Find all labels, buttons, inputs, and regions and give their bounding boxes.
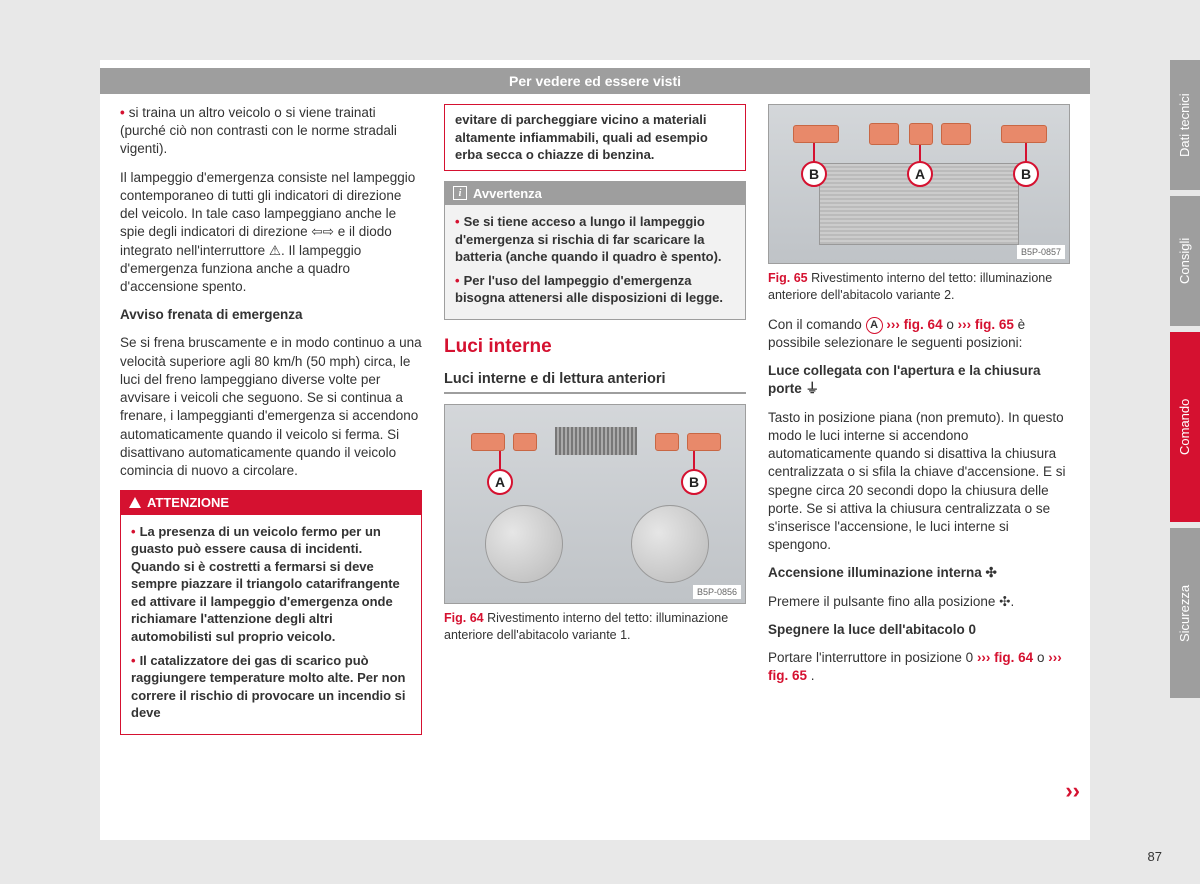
note-item: Per l'uso del lampeggio d'emergenza biso… — [455, 272, 735, 307]
subheading: Luce collegata con l'apertura e la chius… — [768, 362, 1070, 398]
fig-ref: ››› fig. 65 — [958, 317, 1014, 332]
fig-button — [1001, 125, 1047, 143]
text: Con il comando — [768, 317, 866, 332]
figure-label: Fig. 65 — [768, 271, 808, 285]
para: Con il comando A ››› fig. 64 o ››› fig. … — [768, 316, 1070, 352]
continue-icon: ›› — [1065, 776, 1080, 806]
header-bar: Per vedere ed essere visti — [100, 68, 1090, 94]
tab-dati-tecnici[interactable]: Dati tecnici — [1170, 60, 1200, 190]
tab-consigli[interactable]: Consigli — [1170, 196, 1200, 326]
fig-button — [471, 433, 505, 451]
fig-button — [687, 433, 721, 451]
fig-ref: ››› fig. 64 — [886, 317, 942, 332]
tab-sicurezza[interactable]: Sicurezza — [1170, 528, 1200, 698]
attention-header: ATTENZIONE — [121, 491, 421, 515]
note-box: i Avvertenza Se si tiene acceso a lungo … — [444, 181, 746, 320]
subheading: Spegnere la luce dell'abitacolo 0 — [768, 621, 1070, 639]
bullet-icon — [120, 105, 129, 120]
figure-caption-text: Rivestimento interno del tetto: illumina… — [768, 271, 1052, 302]
figure-caption: Fig. 65 Rivestimento interno del tetto: … — [768, 270, 1070, 304]
content-columns: si traina un altro veicolo o si viene tr… — [120, 104, 1070, 735]
callout-a: A — [907, 161, 933, 187]
text: Per l'uso del lampeggio d'emergenza biso… — [455, 273, 723, 306]
note-header: i Avvertenza — [445, 182, 745, 206]
vent-icon — [555, 427, 637, 455]
att-item: La presenza di un veicolo fermo per un g… — [131, 523, 411, 646]
callout-a: A — [487, 469, 513, 495]
column-1: si traina un altro veicolo o si viene tr… — [120, 104, 422, 735]
fig-button — [869, 123, 899, 145]
column-2: evitare di parcheggiare vicino a materia… — [444, 104, 746, 735]
note-body: Se si tiene acceso a lungo il lampeggio … — [445, 205, 745, 319]
text: o — [946, 317, 957, 332]
bullet-icon — [131, 653, 140, 668]
section-subheading: Luci interne e di lettura anteriori — [444, 370, 746, 395]
figure-id: B5P-0857 — [1017, 245, 1065, 259]
text: si traina un altro veicolo o si viene tr… — [120, 105, 397, 156]
warning-continuation: evitare di parcheggiare vicino a materia… — [444, 104, 746, 171]
bullet-icon — [455, 273, 464, 288]
para: si traina un altro veicolo o si viene tr… — [120, 104, 422, 159]
page-number: 87 — [1148, 848, 1162, 866]
text: Il catalizzatore dei gas di scarico può … — [131, 653, 406, 721]
header-title: Per vedere ed essere visti — [509, 73, 681, 89]
badge-a: A — [866, 317, 883, 334]
note-title: Avvertenza — [473, 185, 542, 203]
callout-b: B — [801, 161, 827, 187]
figure-64: A B B5P-0856 — [444, 404, 746, 604]
section-heading: Luci interne — [444, 334, 746, 360]
text: La presenza di un veicolo fermo per un g… — [131, 524, 400, 644]
warning-triangle-icon — [129, 497, 141, 508]
text: o — [1037, 650, 1048, 665]
figure-caption: Fig. 64 Rivestimento interno del tetto: … — [444, 610, 746, 644]
info-icon: i — [453, 186, 467, 200]
attention-body: La presenza di un veicolo fermo per un g… — [121, 515, 421, 734]
att-item: Il catalizzatore dei gas di scarico può … — [131, 652, 411, 722]
figure-caption-text: Rivestimento interno del tetto: illumina… — [444, 611, 728, 642]
text: . — [811, 668, 815, 683]
tab-comando[interactable]: Comando — [1170, 332, 1200, 522]
fig-button — [513, 433, 537, 451]
light-knob — [485, 505, 563, 583]
attention-box: ATTENZIONE La presenza di un veicolo fer… — [120, 490, 422, 735]
para: Tasto in posizione piana (non premuto). … — [768, 409, 1070, 555]
fig-button — [909, 123, 933, 145]
note-item: Se si tiene acceso a lungo il lampeggio … — [455, 213, 735, 266]
fig-button — [941, 123, 971, 145]
figure-id: B5P-0856 — [693, 585, 741, 599]
figure-65: B A B B5P-0857 — [768, 104, 1070, 264]
fig-ref: ››› fig. 64 — [977, 650, 1033, 665]
para: Se si frena bruscamente e in modo contin… — [120, 334, 422, 480]
para: Il lampeggio d'emergenza consiste nel la… — [120, 169, 422, 297]
para: Premere il pulsante fino alla posizione … — [768, 593, 1070, 611]
fig-button — [655, 433, 679, 451]
callout-b: B — [1013, 161, 1039, 187]
bullet-icon — [455, 214, 464, 229]
bullet-icon — [131, 524, 140, 539]
attention-title: ATTENZIONE — [147, 494, 229, 512]
side-tabs: Dati tecnici Consigli Comando Sicurezza — [1170, 60, 1200, 840]
fig-button — [793, 125, 839, 143]
figure-label: Fig. 64 — [444, 611, 484, 625]
text: Se si tiene acceso a lungo il lampeggio … — [455, 214, 722, 264]
text: Portare l'interruttore in posizione 0 — [768, 650, 977, 665]
column-3: B A B B5P-0857 Fig. 65 Rivestimento inte… — [768, 104, 1070, 735]
para: Portare l'interruttore in posizione 0 ››… — [768, 649, 1070, 685]
callout-b: B — [681, 469, 707, 495]
subheading: Accensione illuminazione interna ✣ — [768, 564, 1070, 582]
subheading: Avviso frenata di emergenza — [120, 306, 422, 324]
light-knob — [631, 505, 709, 583]
